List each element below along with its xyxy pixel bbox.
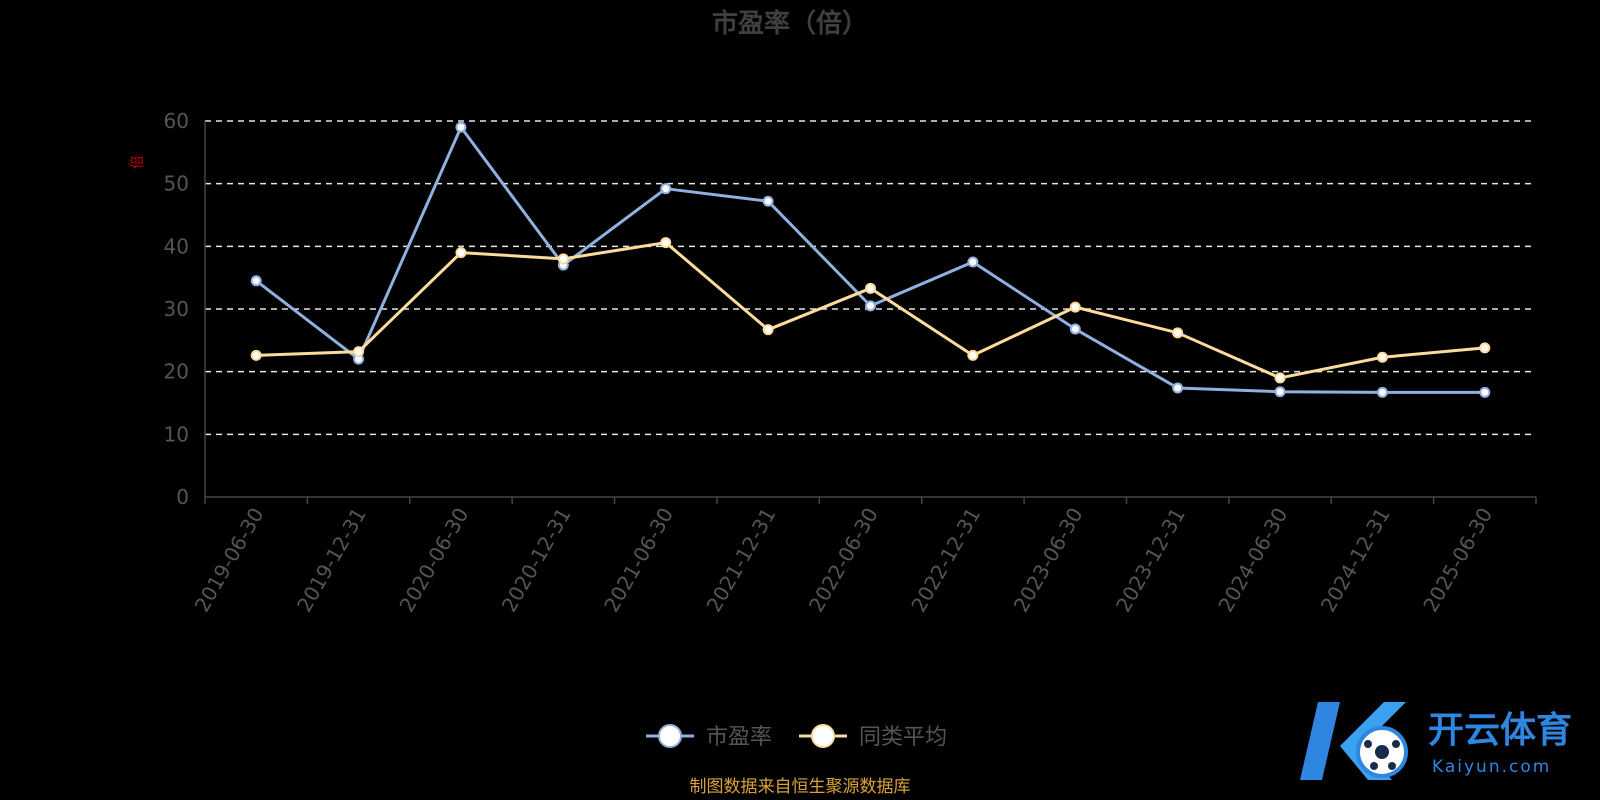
data-point-s1-2024-06-30 <box>1274 372 1286 384</box>
data-point-s1-2019-06-30 <box>250 349 262 361</box>
logo-text-en: Kaiyun.com <box>1432 757 1551 777</box>
x-tick-label-2021-06-30: 2021-06-30 <box>599 504 678 617</box>
data-point-s1-2023-12-31 <box>1172 327 1184 339</box>
data-point-s0-2023-12-31 <box>1172 382 1184 394</box>
logo-text-cn: 开云体育 <box>1428 710 1572 751</box>
grid-lines <box>205 120 1536 436</box>
data-point-s1-2022-12-31 <box>967 349 979 361</box>
x-tick-label-2019-12-31: 2019-12-31 <box>292 504 371 617</box>
legend[interactable]: 市盈率 同类平均 <box>646 724 947 750</box>
source-note: 制图数据来自恒生聚源数据库 <box>690 777 911 797</box>
x-tick-label-2025-06-30: 2025-06-30 <box>1418 504 1497 617</box>
y-tick-label-60: 60 <box>164 109 189 133</box>
data-point-s1-2025-06-30 <box>1479 342 1491 354</box>
y-tick-label-0: 0 <box>176 485 189 509</box>
y-tick-label-50: 50 <box>164 172 189 196</box>
x-tick-label-2020-06-30: 2020-06-30 <box>394 504 473 617</box>
data-point-s0-2021-12-31 <box>762 195 774 207</box>
y-tick-label-10: 10 <box>164 422 189 446</box>
watermark-logo: 开云体育 Kaiyun.com <box>1300 702 1572 780</box>
data-point-s0-2023-06-30 <box>1069 323 1081 335</box>
data-point-s1-2022-06-30 <box>865 282 876 294</box>
data-point-s1-2021-06-30 <box>660 237 672 249</box>
series-line-0 <box>255 125 1485 394</box>
axes: 0 10 20 30 40 50 60 2019-06-30 2019-12-31 2020-06… <box>164 109 1537 617</box>
legend-label-peer-avg: 同类平均 <box>859 725 947 750</box>
data-point-s1-2019-12-31 <box>353 346 365 358</box>
data-point-s1-2020-12-31 <box>557 253 569 265</box>
data-point-s0-2022-06-30 <box>865 300 876 312</box>
y-axis-label: 倍 <box>130 155 146 169</box>
y-tick-label-20: 20 <box>164 360 189 384</box>
data-point-s0-2020-06-30 <box>455 121 467 133</box>
legend-label-pe: 市盈率 <box>706 725 772 750</box>
y-tick-label-30: 30 <box>164 297 189 321</box>
data-point-s0-2021-06-30 <box>660 183 672 195</box>
x-tick-label-2024-12-31: 2024-12-31 <box>1316 504 1395 617</box>
data-point-s0-2019-06-30 <box>250 275 262 287</box>
x-tick-label-2019-06-30: 2019-06-30 <box>190 504 269 617</box>
series-lines <box>250 121 1491 398</box>
data-point-s1-2020-06-30 <box>455 247 467 259</box>
x-tick-label-2023-12-31: 2023-12-31 <box>1111 504 1190 617</box>
data-point-s1-2024-12-31 <box>1376 351 1388 363</box>
x-tick-label-2020-12-31: 2020-12-31 <box>497 504 576 617</box>
data-point-s0-2024-06-30 <box>1274 386 1286 398</box>
x-tick-label-2022-12-31: 2022-12-31 <box>906 504 985 617</box>
x-tick-label-2022-06-30: 2022-06-30 <box>804 504 883 617</box>
x-tick-label-2024-06-30: 2024-06-30 <box>1213 504 1292 617</box>
y-tick-label-40: 40 <box>164 234 189 258</box>
data-point-s0-2022-12-31 <box>967 256 979 268</box>
data-point-s0-2025-06-30 <box>1479 386 1491 398</box>
data-point-s1-2023-06-30 <box>1069 301 1081 313</box>
legend-item-peer-avg[interactable]: 同类平均 <box>799 724 947 750</box>
x-tick-label-2023-06-30: 2023-06-30 <box>1009 504 1088 617</box>
chart-title: 市盈率（倍） <box>712 8 868 39</box>
kaiyun-logo-icon <box>1300 702 1408 780</box>
legend-item-pe[interactable]: 市盈率 <box>646 724 772 750</box>
data-point-s0-2024-12-31 <box>1376 386 1388 398</box>
legend-marker-pe <box>658 724 682 748</box>
x-tick-label-2021-12-31: 2021-12-31 <box>702 504 781 617</box>
data-point-s1-2021-12-31 <box>762 324 774 336</box>
legend-marker-peer-avg <box>811 724 835 748</box>
